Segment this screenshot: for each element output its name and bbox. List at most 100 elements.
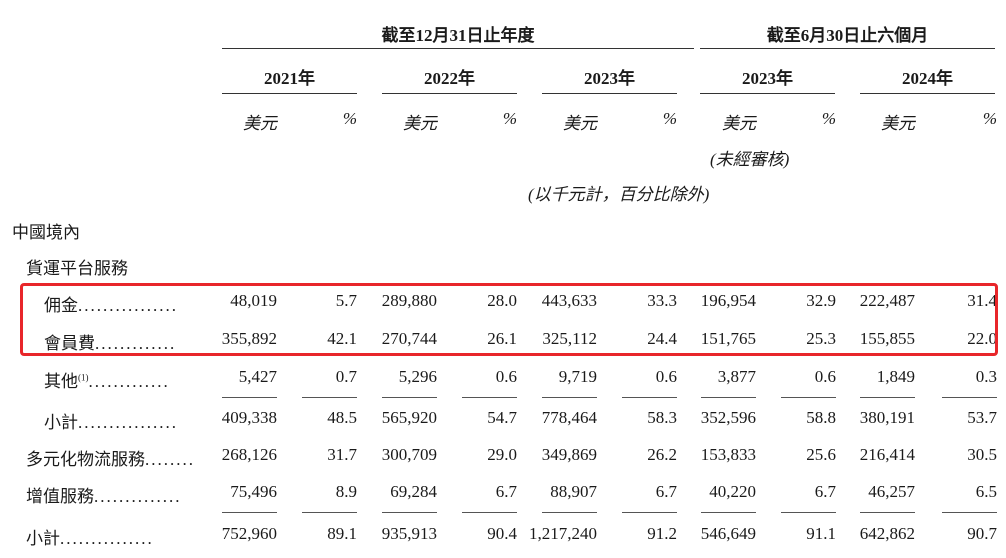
amount-cell: 151,765 (700, 329, 756, 348)
unaudited-note: (未經審核) (710, 150, 790, 169)
leader-dots: ............. (95, 334, 177, 353)
percent-cell: 90.7 (967, 524, 997, 543)
percent-cell: 0.6 (655, 367, 677, 386)
amount-cell: 300,709 (381, 445, 437, 464)
unit-pct-label: % (662, 109, 677, 128)
amount-cell: 75,496 (230, 482, 277, 501)
subtotal-underline (542, 397, 597, 398)
footnote-marker: (1) (78, 372, 89, 383)
percent-cell: 25.3 (806, 329, 836, 348)
amount-cell: 222,487 (859, 291, 915, 310)
amount-cell: 9,719 (558, 367, 597, 386)
divider (700, 93, 835, 94)
row-label: 小計............... (26, 524, 154, 549)
percent-cell: 26.1 (487, 329, 517, 348)
percent-cell: 48.5 (327, 408, 357, 427)
year-header: 2023年 (584, 69, 635, 88)
header-year-end-group: 截至12月31日止年度 (381, 26, 535, 45)
percent-cell: 90.4 (487, 524, 517, 543)
row-label-text: 多元化物流服務 (26, 450, 145, 469)
percent-cell: 91.1 (806, 524, 836, 543)
amount-cell: 268,126 (221, 445, 277, 464)
percent-cell: 89.1 (327, 524, 357, 543)
row-label-text: 佣金 (44, 296, 78, 315)
percent-cell: 6.7 (655, 482, 677, 501)
year-header: 2022年 (424, 69, 475, 88)
unit-pct-label: % (342, 109, 357, 128)
amount-cell: 216,414 (859, 445, 915, 464)
amount-cell: 325,112 (542, 329, 597, 348)
leader-dots: ................ (78, 296, 178, 315)
subtotal-underline (462, 512, 517, 513)
percent-cell: 58.8 (806, 408, 836, 427)
subtotal-underline (222, 512, 277, 513)
amount-cell: 546,649 (700, 524, 756, 543)
divider (382, 93, 517, 94)
subtotal-underline (701, 512, 756, 513)
percent-cell: 26.2 (647, 445, 677, 464)
subtotal-underline (860, 512, 915, 513)
amount-cell: 349,869 (541, 445, 597, 464)
amount-cell: 69,284 (390, 482, 437, 501)
divider (542, 93, 677, 94)
amount-cell: 196,954 (700, 291, 756, 310)
amount-cell: 642,862 (859, 524, 915, 543)
percent-cell: 54.7 (487, 408, 517, 427)
percent-cell: 30.5 (967, 445, 997, 464)
amount-cell: 355,892 (221, 329, 277, 348)
subtotal-underline (701, 397, 756, 398)
leader-dots: .............. (94, 487, 182, 506)
percent-cell: 22.0 (967, 329, 997, 348)
unit-pct-label: % (502, 109, 517, 128)
year-header: 2023年 (742, 69, 793, 88)
amount-cell: 409,338 (221, 408, 277, 427)
percent-cell: 6.7 (814, 482, 836, 501)
percent-cell: 58.3 (647, 408, 677, 427)
unit-usd-label: 美元 (563, 114, 597, 133)
unit-pct-label: % (982, 109, 997, 128)
unit-usd-label: 美元 (403, 114, 437, 133)
row-label: 增值服務.............. (26, 482, 182, 507)
amount-cell: 3,877 (717, 367, 756, 386)
row-label: 多元化物流服務........ (26, 445, 195, 470)
percent-cell: 24.4 (647, 329, 677, 348)
percent-cell: 42.1 (327, 329, 357, 348)
amount-cell: 935,913 (381, 524, 437, 543)
subtotal-underline (302, 512, 357, 513)
subtotal-underline (622, 397, 677, 398)
row-label-text: 小計 (26, 529, 60, 548)
amount-cell: 40,220 (709, 482, 756, 501)
subtotal-underline (222, 397, 277, 398)
amount-cell: 778,464 (541, 408, 597, 427)
percent-cell: 0.6 (495, 367, 517, 386)
amount-cell: 1,849 (876, 367, 915, 386)
leader-dots: ................ (78, 413, 178, 432)
divider (222, 93, 357, 94)
percent-cell: 5.7 (335, 291, 357, 310)
subtotal-underline (382, 397, 437, 398)
subtotal-underline (942, 512, 997, 513)
percent-cell: 0.7 (335, 367, 357, 386)
row-label-text: 小計 (44, 413, 78, 432)
unit-usd-label: 美元 (243, 114, 277, 133)
percent-cell: 8.9 (335, 482, 357, 501)
subtotal-underline (462, 397, 517, 398)
amount-cell: 48,019 (230, 291, 277, 310)
row-label-text: 會員費 (44, 334, 95, 353)
subtotal-underline (942, 397, 997, 398)
row-label: 其他(1)............. (44, 367, 170, 392)
unit-pct-label: % (821, 109, 836, 128)
amount-cell: 1,217,240 (529, 524, 597, 543)
row-label-text: 其他 (44, 372, 78, 391)
amount-cell: 443,633 (541, 291, 597, 310)
amount-cell: 565,920 (381, 408, 437, 427)
header-six-months-group: 截至6月30日止六個月 (766, 26, 929, 45)
percent-cell: 91.2 (647, 524, 677, 543)
subtotal-underline (302, 397, 357, 398)
percent-cell: 29.0 (487, 445, 517, 464)
subtotal-underline (781, 397, 836, 398)
percent-cell: 6.5 (975, 482, 997, 501)
amount-cell: 380,191 (859, 408, 915, 427)
divider (222, 48, 694, 49)
percent-cell: 32.9 (806, 291, 836, 310)
